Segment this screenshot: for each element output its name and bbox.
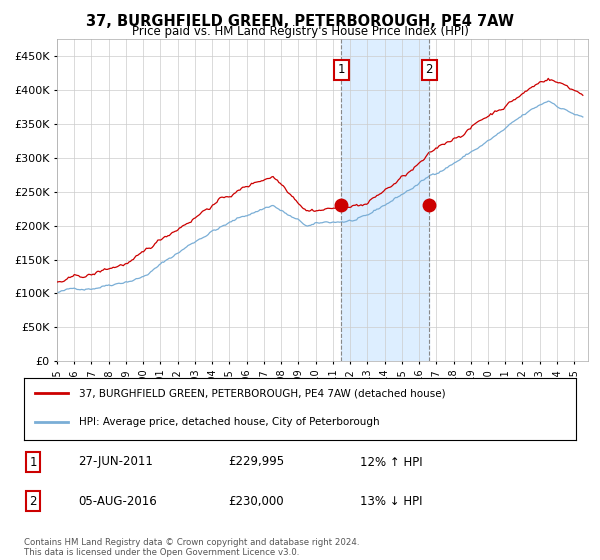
Text: 12% ↑ HPI: 12% ↑ HPI — [360, 455, 422, 469]
Text: 27-JUN-2011: 27-JUN-2011 — [78, 455, 153, 469]
Text: 2: 2 — [425, 63, 433, 76]
Bar — [341, 39, 429, 361]
Text: 05-AUG-2016: 05-AUG-2016 — [78, 494, 157, 508]
Text: HPI: Average price, detached house, City of Peterborough: HPI: Average price, detached house, City… — [79, 417, 380, 427]
Text: 13% ↓ HPI: 13% ↓ HPI — [360, 494, 422, 508]
Text: £229,995: £229,995 — [228, 455, 284, 469]
Text: Contains HM Land Registry data © Crown copyright and database right 2024.
This d: Contains HM Land Registry data © Crown c… — [24, 538, 359, 557]
Text: 37, BURGHFIELD GREEN, PETERBOROUGH, PE4 7AW: 37, BURGHFIELD GREEN, PETERBOROUGH, PE4 … — [86, 14, 514, 29]
Text: £230,000: £230,000 — [228, 494, 284, 508]
Text: 1: 1 — [338, 63, 345, 76]
Text: Price paid vs. HM Land Registry's House Price Index (HPI): Price paid vs. HM Land Registry's House … — [131, 25, 469, 38]
Text: 1: 1 — [29, 455, 37, 469]
Text: 2: 2 — [29, 494, 37, 508]
Text: 37, BURGHFIELD GREEN, PETERBOROUGH, PE4 7AW (detached house): 37, BURGHFIELD GREEN, PETERBOROUGH, PE4 … — [79, 389, 446, 398]
